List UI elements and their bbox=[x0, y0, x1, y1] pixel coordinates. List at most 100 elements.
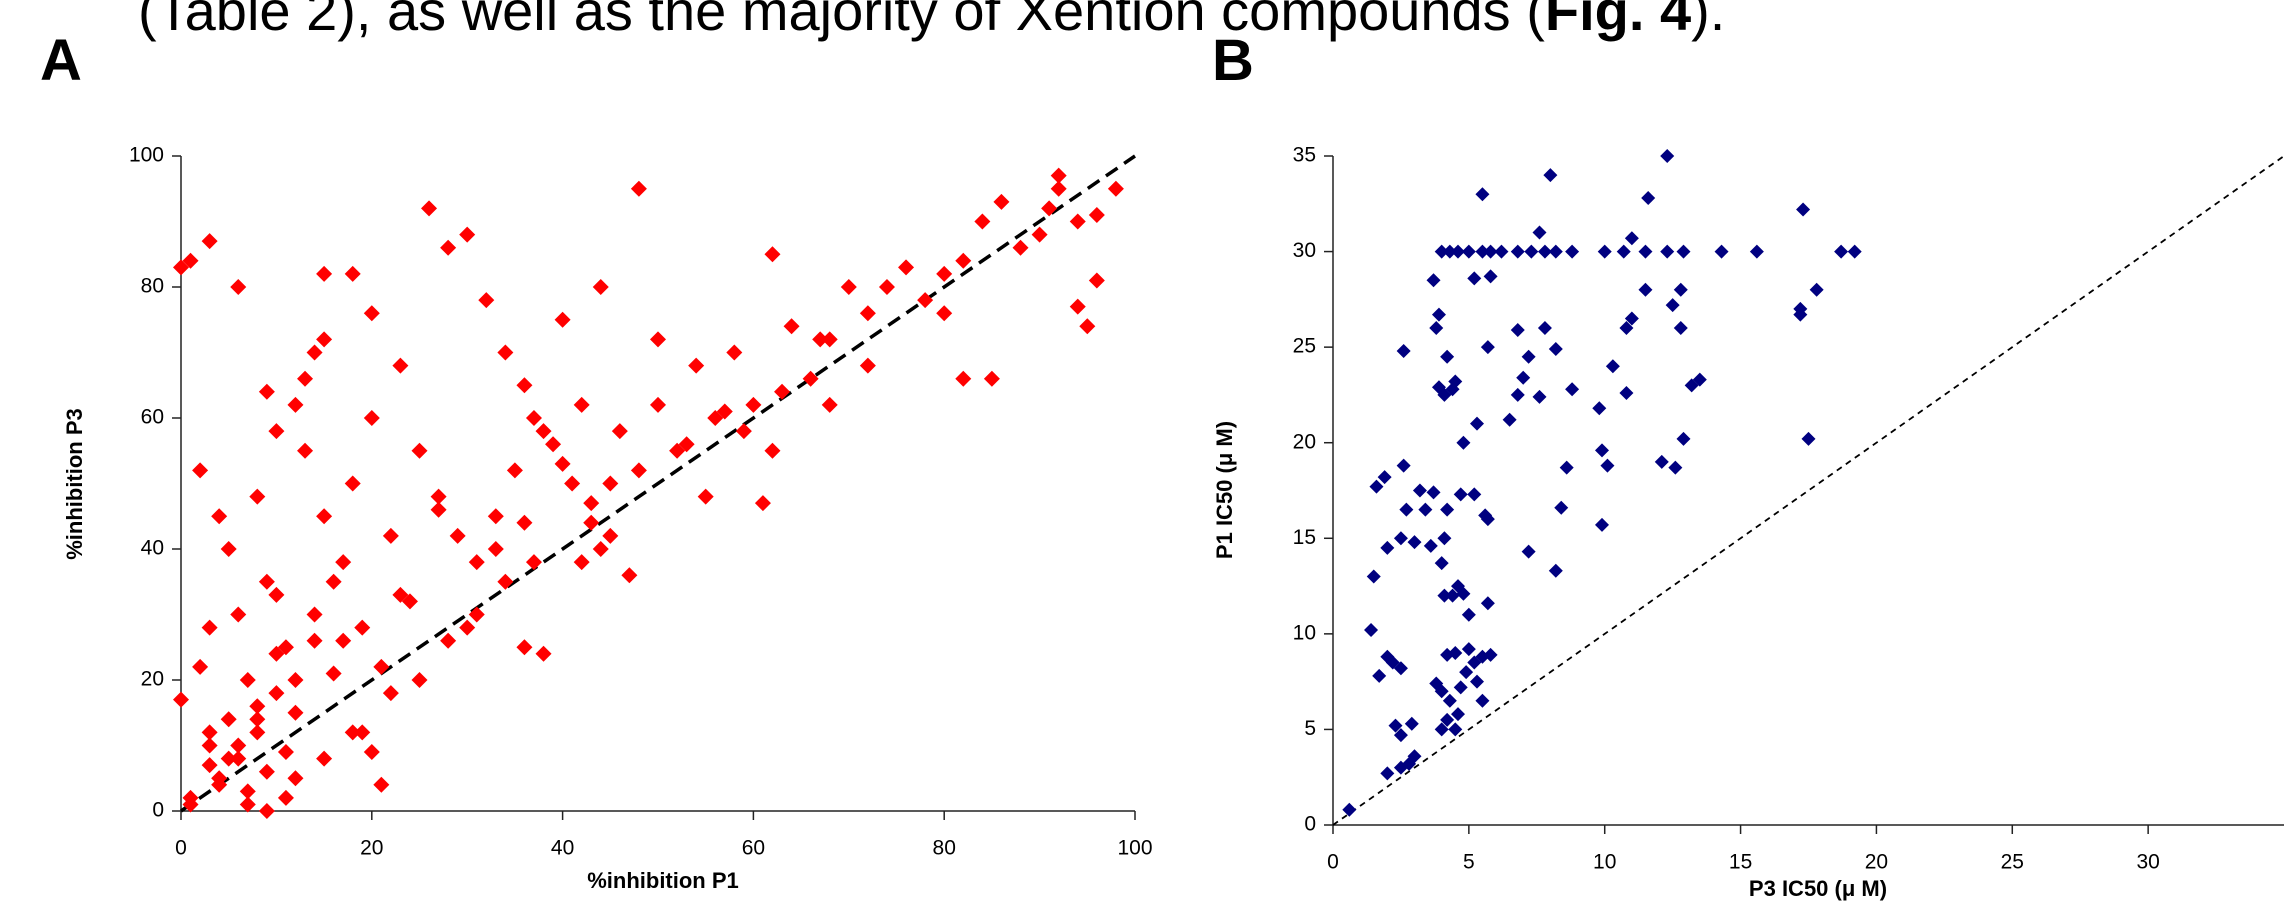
data-point bbox=[1069, 213, 1086, 230]
data-point bbox=[1673, 321, 1688, 336]
data-point bbox=[1050, 167, 1067, 184]
data-point bbox=[487, 508, 504, 525]
data-point bbox=[258, 803, 275, 819]
data-point bbox=[344, 265, 361, 282]
data-point bbox=[525, 410, 542, 426]
data-point bbox=[268, 685, 285, 702]
data-point bbox=[1399, 502, 1414, 517]
data-point bbox=[592, 541, 609, 557]
data-point bbox=[1456, 435, 1471, 450]
reference-line bbox=[180, 154, 1136, 813]
data-point bbox=[1665, 298, 1680, 313]
data-point bbox=[1592, 401, 1607, 416]
data-point bbox=[1456, 586, 1471, 601]
data-point bbox=[1041, 200, 1058, 217]
data-point bbox=[1426, 485, 1441, 500]
data-point bbox=[1475, 187, 1490, 202]
data-point bbox=[335, 632, 352, 649]
y-axis-title: P1 IC50 (μ M) bbox=[1212, 421, 1237, 559]
data-point bbox=[239, 796, 256, 813]
data-point bbox=[1638, 244, 1653, 259]
data-point bbox=[573, 554, 590, 571]
caption-text: ). bbox=[1691, 0, 1725, 42]
data-point bbox=[1396, 343, 1411, 358]
x-tick-label: 80 bbox=[933, 837, 956, 860]
data-point bbox=[287, 770, 304, 787]
data-point bbox=[1470, 674, 1485, 689]
data-point bbox=[1012, 239, 1029, 256]
data-point bbox=[201, 619, 218, 636]
data-point bbox=[459, 226, 476, 243]
data-point bbox=[611, 423, 628, 440]
data-point bbox=[363, 744, 380, 761]
data-point bbox=[449, 527, 466, 544]
data-point bbox=[268, 586, 285, 603]
data-point bbox=[363, 410, 380, 426]
data-point bbox=[220, 541, 237, 557]
data-point bbox=[583, 495, 600, 512]
data-point bbox=[1494, 244, 1509, 259]
data-point bbox=[1440, 502, 1455, 517]
data-point bbox=[277, 789, 294, 806]
data-point bbox=[1475, 244, 1490, 259]
data-point bbox=[583, 514, 600, 531]
data-point bbox=[1619, 321, 1634, 336]
data-point bbox=[878, 279, 895, 295]
data-point bbox=[192, 462, 209, 479]
data-point bbox=[697, 488, 714, 505]
data-point bbox=[1369, 479, 1384, 494]
data-point bbox=[1516, 370, 1531, 385]
data-point bbox=[316, 750, 333, 767]
data-point bbox=[774, 383, 791, 400]
data-point bbox=[592, 279, 609, 295]
data-point bbox=[230, 606, 247, 623]
data-point bbox=[993, 193, 1010, 210]
data-point bbox=[373, 776, 390, 793]
data-point bbox=[1714, 244, 1729, 259]
y-tick-label: 100 bbox=[129, 144, 164, 167]
y-tick-label: 15 bbox=[1293, 526, 1316, 549]
data-point bbox=[735, 423, 752, 440]
data-point bbox=[1676, 431, 1691, 446]
data-point bbox=[1594, 443, 1609, 458]
data-point bbox=[1412, 483, 1427, 498]
data-point bbox=[1440, 647, 1455, 662]
data-point bbox=[516, 514, 533, 531]
y-axis-title: %inhibition P3 bbox=[62, 408, 87, 560]
data-point bbox=[1396, 458, 1411, 473]
data-point bbox=[1483, 244, 1498, 259]
data-point bbox=[306, 606, 323, 623]
data-point bbox=[1031, 226, 1048, 243]
data-point bbox=[1448, 374, 1463, 389]
data-point bbox=[1619, 386, 1634, 401]
data-point bbox=[812, 331, 829, 348]
reference-line bbox=[1332, 155, 2284, 826]
data-point bbox=[1377, 470, 1392, 485]
data-point bbox=[201, 724, 218, 741]
data-point bbox=[325, 573, 342, 590]
data-point bbox=[1437, 531, 1452, 546]
data-point bbox=[1834, 244, 1849, 259]
data-point bbox=[1431, 307, 1446, 322]
data-point bbox=[230, 279, 247, 295]
data-point bbox=[554, 455, 571, 472]
data-point bbox=[382, 527, 399, 544]
data-point bbox=[230, 737, 247, 754]
data-point bbox=[220, 750, 237, 767]
data-point bbox=[344, 475, 361, 492]
data-point bbox=[1434, 556, 1449, 571]
data-point bbox=[1448, 722, 1463, 737]
x-tick-label: 0 bbox=[1327, 851, 1339, 874]
data-point bbox=[669, 442, 686, 459]
data-point bbox=[678, 436, 695, 453]
data-point bbox=[983, 370, 1000, 387]
data-point bbox=[859, 357, 876, 374]
data-point bbox=[335, 554, 352, 571]
data-point bbox=[688, 357, 705, 374]
data-point bbox=[1532, 225, 1547, 240]
data-point bbox=[974, 213, 991, 230]
data-point bbox=[1461, 642, 1476, 657]
data-point bbox=[182, 796, 199, 813]
data-point bbox=[630, 462, 647, 479]
